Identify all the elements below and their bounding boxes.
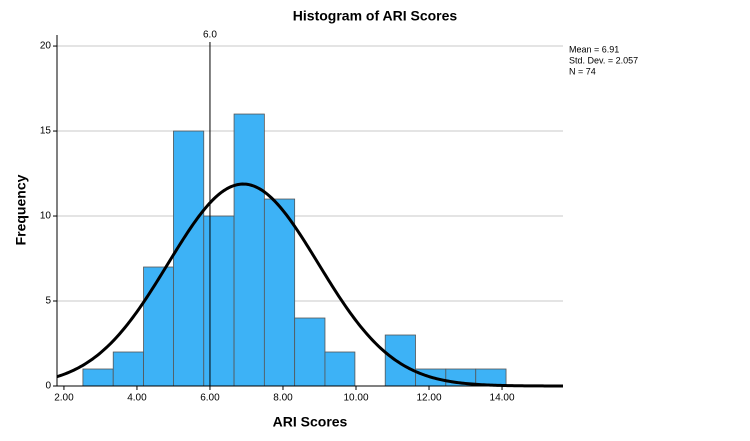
bar xyxy=(263,198,296,387)
bar xyxy=(173,130,205,387)
stat-n: N = 74 xyxy=(569,66,596,76)
x-axis-title: ARI Scores xyxy=(273,414,348,430)
x-tick-label: 10.00 xyxy=(343,393,368,404)
y-axis-title: Frequency xyxy=(13,174,29,245)
y-tick-label: 0 xyxy=(45,381,51,392)
reference-label: 6.0 xyxy=(203,30,217,41)
y-tick-label: 5 xyxy=(45,296,51,307)
bar xyxy=(324,351,356,387)
normal-curve xyxy=(56,182,564,388)
x-tick-label: 14.00 xyxy=(490,393,515,404)
x-tick-label: 8.00 xyxy=(273,393,293,404)
bar xyxy=(143,266,174,387)
x-tick-label: 2.00 xyxy=(54,393,74,404)
bar xyxy=(203,215,235,387)
stat-mean: Mean = 6.91 xyxy=(569,44,619,54)
bar xyxy=(82,368,114,387)
bar xyxy=(294,317,326,387)
bar xyxy=(233,113,265,387)
y-tick-label: 15 xyxy=(40,126,52,137)
stat-sd: Std. Dev. = 2.057 xyxy=(569,55,638,65)
x-tick-label: 12.00 xyxy=(417,393,442,404)
y-tick-label: 20 xyxy=(40,41,52,52)
bar xyxy=(384,334,416,387)
x-tick-label: 4.00 xyxy=(127,393,147,404)
x-tick-label: 6.00 xyxy=(200,393,220,404)
y-tick-label: 10 xyxy=(40,211,52,222)
bar xyxy=(112,351,144,387)
chart-title: Histogram of ARI Scores xyxy=(293,8,458,24)
